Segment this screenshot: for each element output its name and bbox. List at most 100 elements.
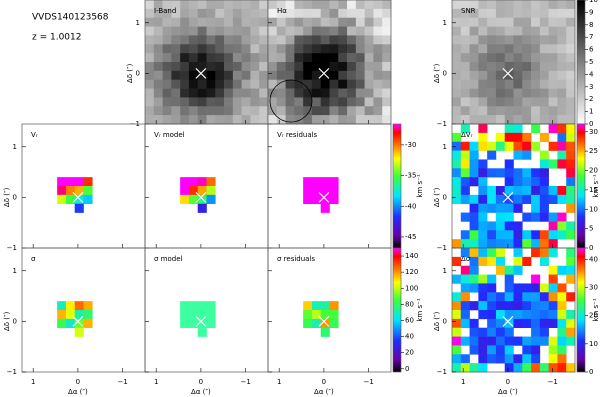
pixel [224, 70, 234, 81]
pixel [329, 62, 339, 72]
pixel [487, 194, 497, 205]
pixel [171, 8, 181, 19]
pixel [504, 283, 514, 293]
pixel [504, 115, 514, 125]
pixel [373, 26, 383, 36]
pixel [276, 62, 286, 72]
panel-label: Hα [277, 7, 287, 15]
pixel [531, 44, 541, 54]
pixel [224, 115, 234, 125]
pixel [504, 88, 514, 98]
pixel [188, 62, 199, 72]
pixel [215, 0, 225, 10]
pixel [171, 17, 181, 27]
pixel [355, 106, 365, 116]
y-axis-label: Δδ (″) [3, 311, 11, 331]
colorbar-scale [576, 247, 586, 373]
pixel [566, 0, 576, 10]
pixel [364, 62, 374, 72]
center-cross [195, 191, 207, 203]
pixel [504, 141, 514, 151]
pixel [250, 26, 260, 36]
pixel [539, 239, 549, 249]
pixel [338, 115, 348, 125]
pixel [180, 115, 190, 125]
pixel [469, 301, 479, 311]
pixel [364, 17, 374, 27]
pixel [531, 310, 541, 320]
pixel [171, 53, 181, 63]
pixel [460, 35, 470, 45]
pixel [513, 310, 523, 320]
pixel [188, 79, 199, 89]
panel: Vᵣ residuals [267, 123, 392, 249]
pixel [504, 106, 514, 116]
pixel [250, 0, 260, 10]
pixel [250, 70, 260, 81]
psf-circle [269, 79, 313, 123]
pixel [460, 53, 470, 63]
pixel [495, 230, 506, 240]
center-cross [195, 67, 207, 79]
pixel [469, 194, 479, 205]
pixel [548, 265, 558, 275]
pixel [83, 177, 93, 187]
pixel [250, 44, 260, 54]
pixel [548, 115, 558, 125]
pixel [268, 70, 278, 81]
pixel [162, 106, 172, 116]
pixel [303, 177, 313, 187]
colorbar-tick-label: 140 [405, 252, 418, 260]
pixel [162, 70, 172, 81]
pixel [566, 97, 576, 107]
pixel [539, 17, 549, 27]
pixel [557, 8, 567, 19]
pixel [548, 186, 558, 196]
pixel [311, 106, 322, 116]
pixel [531, 177, 541, 187]
pixel [522, 88, 532, 98]
pixel [487, 256, 497, 267]
colorbar-tick-label: 40 [589, 255, 598, 263]
pixel [460, 310, 470, 320]
pixel [338, 44, 348, 54]
colorbar-unit: km s⁻¹ [592, 174, 600, 197]
pixel [180, 35, 190, 45]
pixel [557, 0, 567, 10]
pixel [452, 8, 462, 19]
pixel [232, 62, 242, 72]
pixel [557, 265, 567, 275]
pixel [539, 363, 549, 373]
pixel [557, 221, 567, 231]
pixel [83, 194, 93, 205]
pixel [276, 70, 286, 81]
y-axis-label: Δδ (″) [433, 311, 441, 331]
pixel [487, 62, 497, 72]
pixel [548, 79, 558, 89]
x-tick-label: 0 [322, 378, 326, 386]
panel-label: ΔVᵣ [461, 131, 473, 139]
pixel [320, 79, 330, 89]
y-tick-label: 0 [13, 193, 17, 201]
pixel [241, 79, 251, 89]
pixel [495, 310, 506, 320]
pixel [504, 363, 514, 373]
pixel [557, 124, 567, 134]
pixel [487, 141, 497, 151]
pixel [180, 17, 190, 27]
x-tick-label: −1 [547, 378, 557, 386]
pixel [259, 0, 269, 10]
pixel [469, 256, 479, 267]
colorbar-tick-label: 1 [589, 108, 593, 116]
colorbar-tick-label: 30 [589, 283, 598, 291]
pixel [145, 44, 155, 54]
pixel [171, 88, 181, 98]
x-axis-label: Δα (″) [68, 388, 88, 396]
x-axis-label: Δα (″) [314, 388, 334, 396]
pixel [495, 17, 506, 27]
pixel [487, 8, 497, 19]
pixel [495, 132, 506, 143]
pixel [557, 70, 567, 81]
pixel [197, 0, 207, 10]
pixel [460, 115, 470, 125]
